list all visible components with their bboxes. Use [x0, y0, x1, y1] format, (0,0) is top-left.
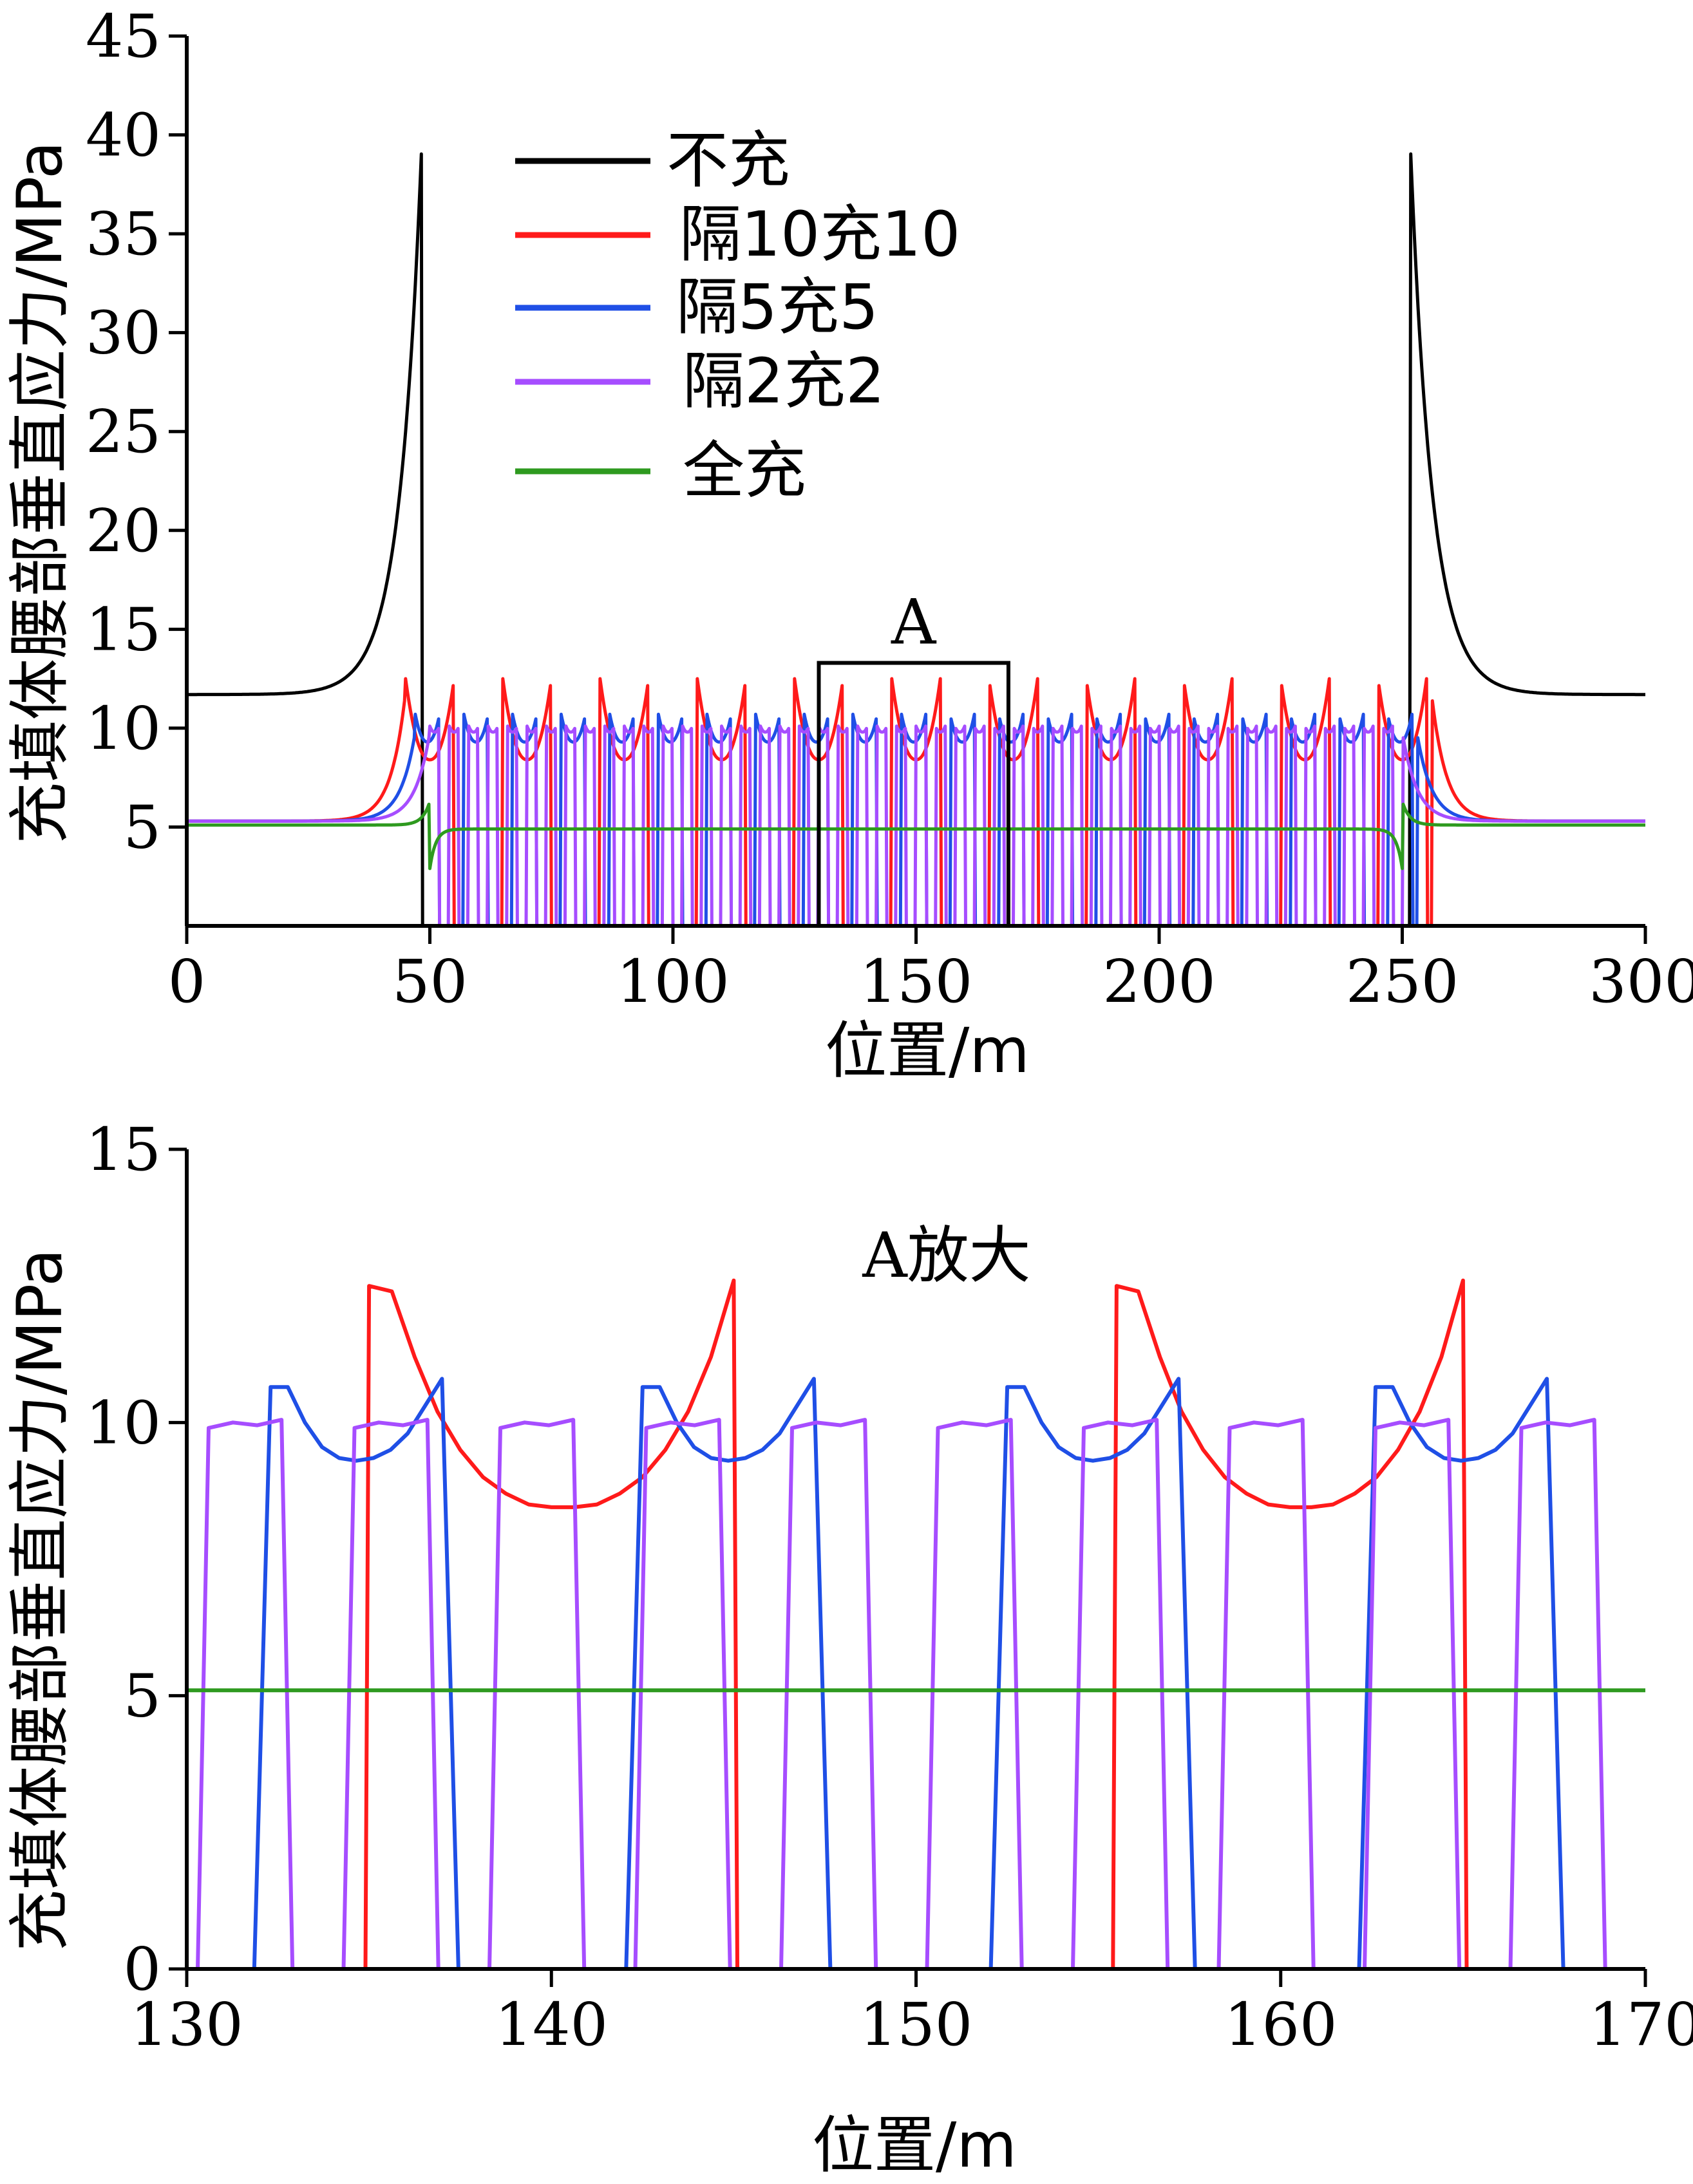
y-tick-label: 5	[123, 793, 161, 861]
series-g2	[187, 1418, 1645, 1971]
legend-label-full: 全充	[683, 435, 806, 507]
legend-label-unfilled: 不充	[667, 124, 790, 196]
region-a-label: A	[891, 587, 937, 659]
x-tick-label: 300	[1589, 947, 1693, 1016]
series-g5	[187, 1377, 1645, 1971]
zoom-y-axis-label: 充填体腰部垂直应力/MPa	[4, 1248, 76, 1952]
x-tick-label: 0	[168, 947, 206, 1016]
legend-label-g2: 隔2充2	[683, 345, 885, 417]
x-tick-label: 130	[130, 1990, 243, 2059]
x-tick-label: 150	[860, 1990, 973, 2059]
zoom-x-axis-label: 位置/m	[812, 2109, 1017, 2181]
series-g10	[187, 1278, 1645, 1971]
zoom-chart: 130 140 150 160 170 0 5 10 15 A放大 位置/m 充填体腰部垂直应力…	[4, 1115, 1693, 2181]
y-tick-label: 10	[86, 1388, 161, 1457]
x-tick-label: 250	[1346, 947, 1459, 1016]
zoom-axes: 130 140 150 160 170 0 5 10 15	[86, 1115, 1693, 2059]
y-tick-label: 15	[86, 595, 161, 664]
overview-chart: A 0 50 100 150 200 250 300 5 10 15 20 25 30 35 40 45 不充…	[4, 2, 1693, 1087]
y-tick-label: 45	[86, 2, 161, 71]
x-tick-label: 160	[1224, 1990, 1338, 2059]
x-tick-label: 100	[616, 947, 730, 1016]
overview-y-axis-label: 充填体腰部垂直应力/MPa	[4, 141, 76, 844]
x-tick-label: 200	[1102, 947, 1216, 1016]
overview-x-axis-label: 位置/m	[825, 1015, 1030, 1087]
y-tick-label: 5	[123, 1662, 161, 1731]
y-tick-label: 20	[86, 496, 161, 565]
y-tick-label: 15	[86, 1115, 161, 1184]
legend: 不充 隔10充10 隔5充5 隔2充2 全充	[515, 124, 960, 507]
series-full	[186, 802, 1646, 871]
y-tick-label: 40	[86, 101, 161, 170]
x-tick-label: 150	[860, 947, 973, 1016]
overview-axes: 0 50 100 150 200 250 300 5 10 15 20 25 30 35 40 45	[86, 2, 1693, 1016]
zoom-title: A放大	[862, 1219, 1030, 1292]
zoom-series	[187, 1278, 1645, 1971]
x-tick-label: 140	[495, 1990, 608, 2059]
legend-label-g10: 隔10充10	[679, 198, 960, 270]
legend-label-g5: 隔5充5	[676, 271, 878, 343]
y-tick-label: 10	[86, 694, 161, 763]
y-tick-label: 25	[86, 397, 161, 466]
x-tick-label: 170	[1589, 1990, 1693, 2059]
x-tick-label: 50	[392, 947, 468, 1016]
y-tick-label: 0	[123, 1935, 161, 2004]
y-tick-label: 35	[86, 200, 161, 268]
y-tick-label: 30	[86, 299, 161, 368]
